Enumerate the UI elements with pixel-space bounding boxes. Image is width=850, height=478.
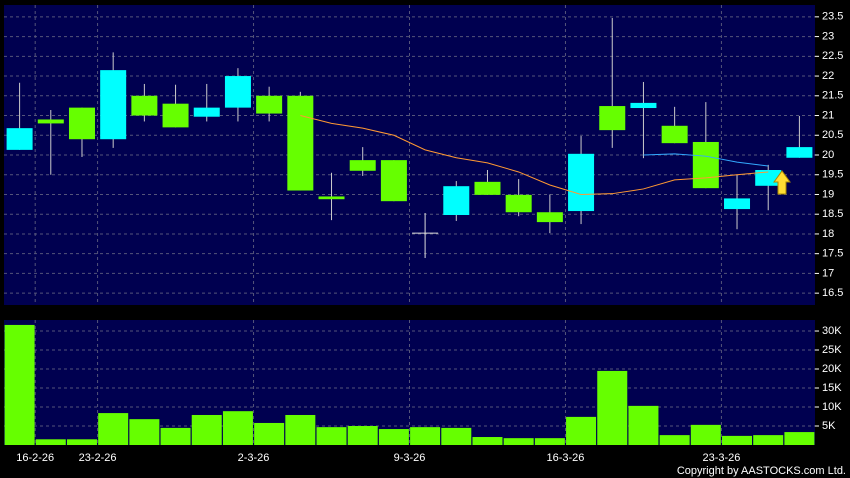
moving-average: [300, 115, 769, 195]
volume-bar: [98, 413, 129, 445]
volume-bar: [659, 435, 690, 445]
volume-bar: [66, 439, 97, 445]
volume-bar: [597, 370, 628, 445]
volume-bar: [35, 439, 66, 445]
candle-body: [724, 198, 751, 210]
volume-bar: [472, 437, 503, 445]
y-tick-label: 23.5: [822, 11, 843, 23]
volume-bar: [566, 416, 597, 445]
x-tick-label: 16-3-26: [547, 452, 585, 464]
candle-body: [287, 95, 314, 191]
y-tick-label: 19: [822, 188, 834, 200]
y-tick-label: 18: [822, 228, 834, 240]
candle-body: [162, 103, 189, 128]
volume-bar: [628, 405, 659, 445]
candle-body: [692, 141, 719, 189]
y-tick-label: 21.5: [822, 90, 843, 102]
volume-bar: [410, 427, 441, 445]
y-tick-label: 18.5: [822, 208, 843, 220]
candle-body: [256, 95, 283, 114]
y-tick-label: 19.5: [822, 169, 843, 181]
candle-body: [599, 106, 626, 131]
volume-bar: [4, 324, 35, 445]
candle-body: [630, 102, 657, 109]
x-tick-label: 16-2-26: [16, 452, 54, 464]
candle-body: [474, 181, 501, 195]
y-tick-label: 22.5: [822, 50, 843, 62]
candle-body: [380, 160, 407, 202]
copyright: Copyright by AASTOCKS.com Ltd.: [677, 465, 846, 477]
volume-bar: [441, 427, 472, 445]
candle-body: [100, 70, 127, 140]
candle-body: [505, 194, 532, 213]
y-tick-label: 23: [822, 30, 834, 42]
y-tick-label: 20: [822, 149, 834, 161]
candle-body: [786, 147, 813, 158]
y-tick-label: 20K: [822, 363, 842, 375]
y-tick-label: 10K: [822, 401, 842, 413]
volume-bar: [129, 419, 160, 445]
y-tick-label: 21: [822, 109, 834, 121]
y-tick-label: 22: [822, 70, 834, 82]
candle-body: [224, 76, 251, 108]
volume-bar: [690, 424, 721, 445]
candle-body: [6, 128, 33, 150]
volume-bar: [285, 414, 316, 445]
candle-body: [536, 212, 563, 223]
y-tick-label: 17.5: [822, 248, 843, 260]
volume-bar: [753, 435, 784, 445]
x-tick-label: 2-3-26: [238, 452, 270, 464]
candle-body: [443, 186, 470, 215]
candle-body: [568, 153, 595, 212]
candle-body: [349, 160, 376, 171]
arrow: [773, 170, 791, 195]
candle-body: [193, 107, 220, 117]
volume-bar: [160, 427, 191, 445]
y-tick-label: 15K: [822, 382, 842, 394]
candle-body: [661, 125, 688, 144]
volume-bar: [222, 411, 253, 445]
volume-bar: [503, 438, 534, 445]
volume-bar: [254, 422, 285, 445]
volume-bar: [347, 426, 378, 445]
y-tick-label: 17: [822, 267, 834, 279]
y-tick-label: 20.5: [822, 129, 843, 141]
x-tick-label: 23-3-26: [702, 452, 740, 464]
volume-bar: [191, 414, 222, 445]
y-tick-label: 25K: [822, 344, 842, 356]
volume-bar: [378, 429, 409, 445]
candle-body: [37, 119, 64, 124]
volume-bar: [316, 427, 347, 445]
candle-body: [318, 196, 345, 200]
candle-body: [68, 107, 95, 140]
volume-bar: [722, 435, 753, 445]
moving-average: [643, 153, 769, 167]
x-tick-label: 23-2-26: [79, 452, 117, 464]
candle-body: [131, 95, 158, 116]
x-tick-label: 9-3-26: [394, 452, 426, 464]
volume-bar: [784, 432, 815, 445]
y-tick-label: 16.5: [822, 287, 843, 299]
y-tick-label: 5K: [822, 420, 836, 432]
y-tick-label: 30K: [822, 325, 842, 337]
volume-bar: [534, 438, 565, 445]
